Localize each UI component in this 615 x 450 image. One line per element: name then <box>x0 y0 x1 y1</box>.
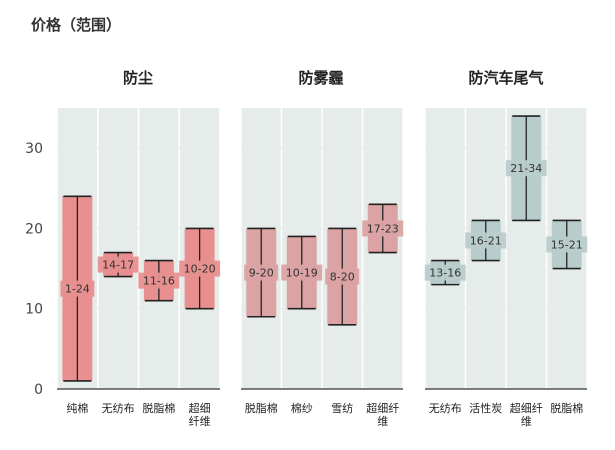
data-label-2-1: 16-21 <box>470 234 502 247</box>
data-label-bg-1-3 <box>362 220 404 237</box>
data-label-bg-2-2 <box>505 160 547 177</box>
panel-title-2: 防汽车尾气 <box>468 69 543 87</box>
category-label-1-0: 脱脂棉 <box>245 401 278 415</box>
column-track-0-2 <box>139 108 179 389</box>
data-label-2-2: 21-34 <box>510 162 542 175</box>
category-label-1-3: 超细纤维 <box>366 401 399 428</box>
category-label-0-0: 纯棉 <box>66 401 88 415</box>
data-label-bg-2-3 <box>546 236 588 253</box>
category-label-0-2: 脱脂棉 <box>142 401 175 415</box>
data-label-bg-1-0 <box>244 264 279 281</box>
data-label-1-1: 10-19 <box>286 267 318 280</box>
y-tick-label-0: 0 <box>34 382 43 398</box>
category-label-2-3: 脱脂棉 <box>550 401 583 415</box>
data-label-bg-0-0 <box>60 280 95 297</box>
panel-2: 防汽车尾气 13-16 无纺布 16-21 活性炭 21-34 超细纤维 15-21 脱脂棉 <box>424 69 588 428</box>
data-label-bg-0-2 <box>138 272 180 289</box>
panel-title-1: 防雾霾 <box>298 69 343 87</box>
data-label-0-2: 11-16 <box>143 275 175 288</box>
data-label-1-2: 8-20 <box>330 271 355 284</box>
data-label-bg-2-1 <box>465 232 507 249</box>
data-label-bg-0-1 <box>97 256 139 273</box>
panel-1: 防雾霾 9-20 脱脂棉 10-19 棉纱 8-20 雪纺 17-23 超细纤维 <box>241 69 404 428</box>
panel-0: 防尘 1-24 纯棉 14-17 无纺布 11-16 脱脂棉 10-20 超细纤维 <box>57 69 221 428</box>
category-label-1-1: 棉纱 <box>291 401 313 415</box>
y-axis: 0 10 20 30 <box>25 141 43 398</box>
data-label-0-1: 14-17 <box>102 259 134 272</box>
chart-panels: 防尘 1-24 纯棉 14-17 无纺布 11-16 脱脂棉 10-20 超细纤维 防雾霾 9-20… <box>57 69 588 428</box>
data-label-2-3: 15-21 <box>551 238 583 251</box>
data-label-1-0: 9-20 <box>249 267 274 280</box>
column-track-0-1 <box>98 108 138 389</box>
data-label-2-0: 13-16 <box>429 267 461 280</box>
data-label-bg-0-3 <box>179 260 221 277</box>
category-label-2-2: 超细纤维 <box>510 401 543 428</box>
panel-title-0: 防尘 <box>123 69 153 87</box>
y-tick-label-3: 30 <box>25 141 43 157</box>
category-label-2-0: 无纺布 <box>429 401 462 415</box>
category-label-0-1: 无纺布 <box>102 401 135 415</box>
chart-title: 价格（范围） <box>31 16 121 34</box>
y-tick-label-2: 20 <box>25 221 43 237</box>
data-label-1-3: 17-23 <box>367 222 399 235</box>
data-label-bg-1-1 <box>281 264 323 281</box>
category-label-0-3: 超细纤维 <box>189 401 211 428</box>
data-label-0-3: 10-20 <box>184 263 216 276</box>
y-tick-label-1: 10 <box>25 302 43 318</box>
category-label-2-1: 活性炭 <box>469 401 502 415</box>
category-label-1-2: 雪纺 <box>331 401 353 415</box>
data-label-0-0: 1-24 <box>65 283 90 296</box>
column-track-2-0 <box>425 108 465 389</box>
data-label-bg-1-2 <box>325 268 360 285</box>
data-label-bg-2-0 <box>424 264 466 281</box>
